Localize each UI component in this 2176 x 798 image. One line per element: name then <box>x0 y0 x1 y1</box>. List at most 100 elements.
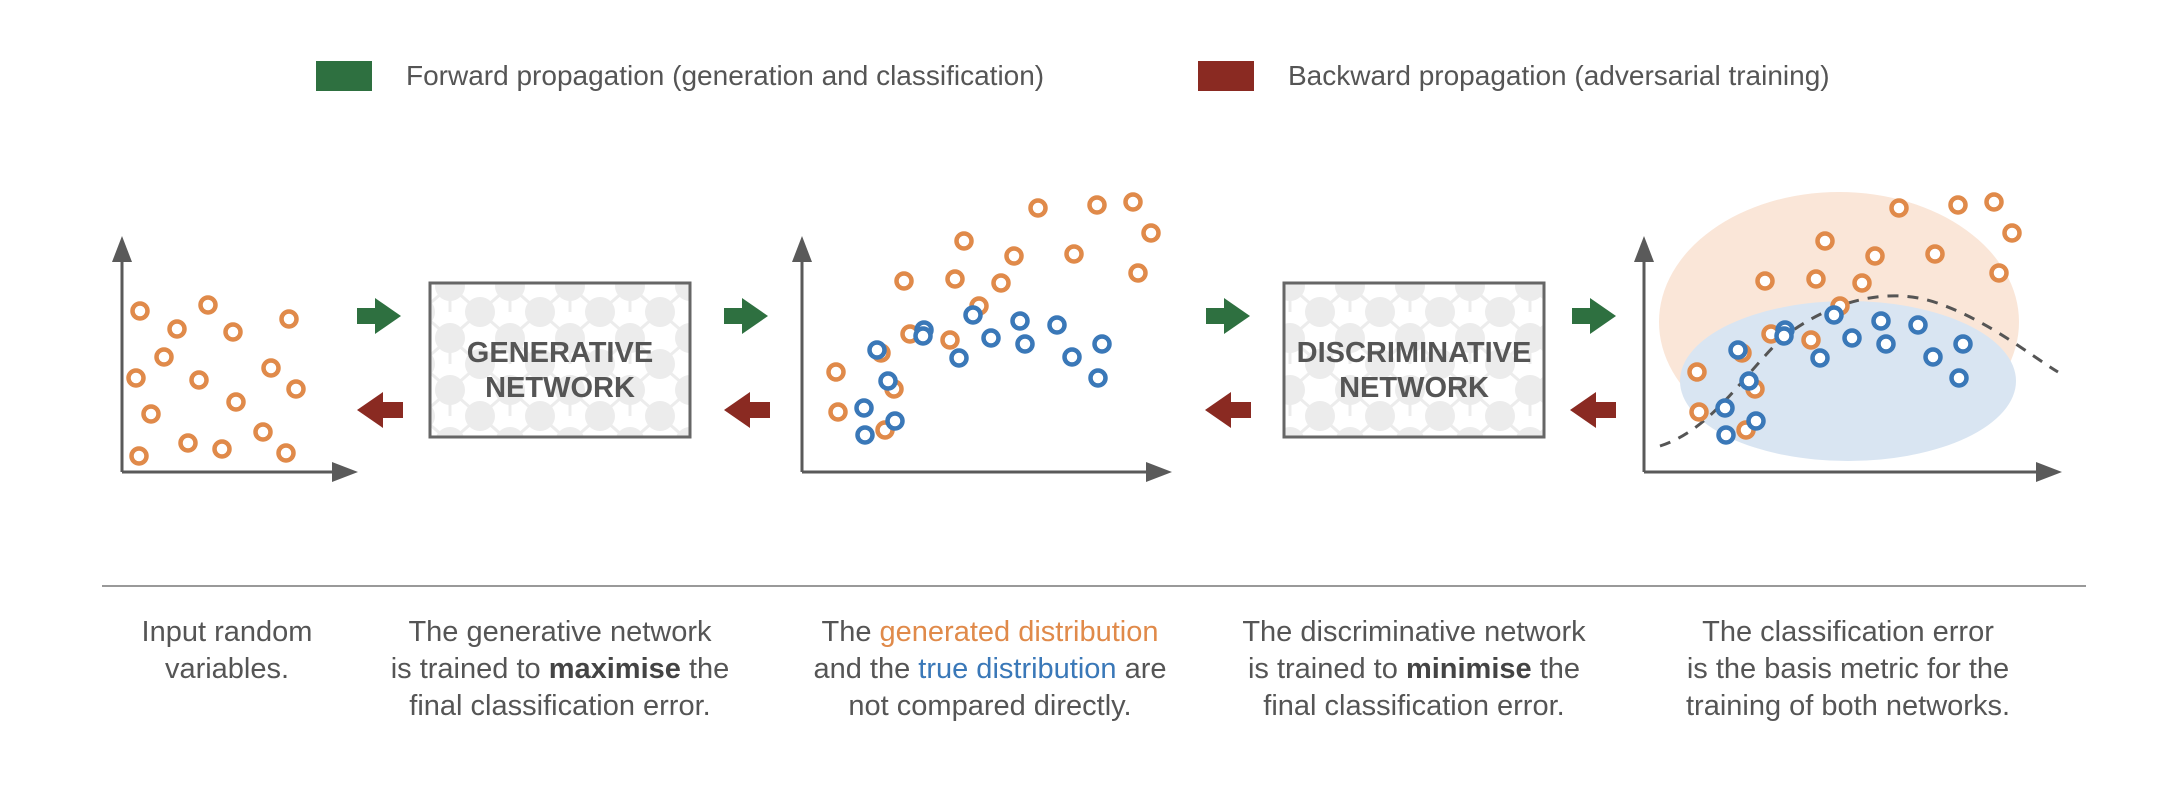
classified-generated-point-5 <box>1989 263 2009 283</box>
caption-maximise: maximise <box>548 653 681 685</box>
caption-generative-line3: final classification error. <box>409 690 711 722</box>
true-point-3 <box>867 340 887 360</box>
classified-true-point-4 <box>1908 315 1928 335</box>
caption-distributions-line1a: The <box>821 616 880 648</box>
random-point-4 <box>279 309 299 329</box>
axes-panel-1 <box>112 236 358 482</box>
true-point-8 <box>1062 347 1082 367</box>
classified-true-point-12 <box>1949 368 1969 388</box>
backward-arrow-1 <box>357 392 403 428</box>
classified-generated-point-9 <box>1806 269 1826 289</box>
generated-point-9 <box>945 269 965 289</box>
forward-arrow-1 <box>357 298 401 334</box>
caption-classification-line2: is the basis metric for the <box>1686 653 2010 685</box>
random-point-13 <box>212 439 232 459</box>
caption-generative-line2: is trained to maximise the <box>365 651 755 688</box>
classified-true-point-10 <box>1810 348 1830 368</box>
true-point-6 <box>1015 334 1035 354</box>
caption-discriminative: The discriminative network is trained to… <box>1214 614 1614 725</box>
caption-classification-error: The classification error is the basis me… <box>1648 614 2048 725</box>
discriminative-network-box: DISCRIMINATIVE NETWORK <box>1282 281 1546 439</box>
forward-arrow-3 <box>1206 298 1250 334</box>
caption-discriminative-line3: final classification error. <box>1263 690 1565 722</box>
random-point-5 <box>154 347 174 367</box>
random-point-12 <box>178 433 198 453</box>
forward-arrow-2 <box>724 298 768 334</box>
random-point-15 <box>276 443 296 463</box>
caption-true-distribution: true distribution <box>918 653 1117 685</box>
backward-arrow-3 <box>1205 392 1251 428</box>
classified-generated-point-10 <box>1755 271 1775 291</box>
true-point-9 <box>913 326 933 346</box>
classified-true-point-7 <box>1953 334 1973 354</box>
classified-true-point-8 <box>1923 347 1943 367</box>
generated-point-5 <box>1128 263 1148 283</box>
caption-distributions: The generated distribution and the true … <box>790 614 1190 725</box>
legend-backward: Backward propagation (adversarial traini… <box>1198 56 1830 96</box>
generated-point-6 <box>954 231 974 251</box>
random-point-3 <box>223 322 243 342</box>
true-point-14 <box>885 411 905 431</box>
random-point-16 <box>129 446 149 466</box>
true-point-1 <box>1010 311 1030 331</box>
generated-point-0 <box>1087 195 1107 215</box>
classified-generated-point-17 <box>1689 402 1709 422</box>
generative-network-box: GENERATIVE NETWORK <box>428 281 692 439</box>
generated-point-2 <box>1028 198 1048 218</box>
generated-point-4 <box>1064 244 1084 264</box>
generative-network-label-line2: NETWORK <box>485 372 635 404</box>
classified-true-point-0 <box>1824 305 1844 325</box>
classified-true-point-6 <box>1876 334 1896 354</box>
legend-backward-swatch <box>1198 61 1254 91</box>
generated-point-14 <box>826 362 846 382</box>
classified-true-point-15 <box>1716 425 1736 445</box>
random-point-0 <box>130 301 150 321</box>
classified-true-point-5 <box>1842 328 1862 348</box>
random-point-1 <box>167 319 187 339</box>
random-point-2 <box>198 295 218 315</box>
classified-true-point-14 <box>1746 411 1766 431</box>
classified-generated-point-8 <box>1852 273 1872 293</box>
caption-distributions-line2c: are <box>1116 653 1167 685</box>
random-points <box>126 295 306 466</box>
caption-generative-line2c: the <box>680 653 730 685</box>
true-point-4 <box>1047 315 1067 335</box>
true-points-panel-2 <box>854 305 1112 445</box>
classified-generated-point-1 <box>1984 192 2004 212</box>
caption-classification-line1: The classification error <box>1702 616 1994 648</box>
true-point-13 <box>854 398 874 418</box>
classified-generated-point-13 <box>1801 330 1821 350</box>
classified-generated-point-3 <box>2002 223 2022 243</box>
axes-panel-3 <box>1634 236 2062 482</box>
classified-generated-point-7 <box>1865 246 1885 266</box>
random-point-14 <box>253 422 273 442</box>
true-point-5 <box>981 328 1001 348</box>
caption-discriminative-line2c: the <box>1531 653 1581 685</box>
classified-generated-point-14 <box>1687 362 1707 382</box>
generated-point-8 <box>991 273 1011 293</box>
classified-true-point-9 <box>1774 326 1794 346</box>
caption-minimise: minimise <box>1405 653 1532 685</box>
random-point-8 <box>261 358 281 378</box>
true-point-12 <box>1088 368 1108 388</box>
caption-generative: The generative network is trained to max… <box>365 614 755 725</box>
classified-generated-point-2 <box>1889 198 1909 218</box>
true-point-7 <box>1092 334 1112 354</box>
true-point-10 <box>949 348 969 368</box>
classified-generated-point-0 <box>1948 195 1968 215</box>
generated-point-10 <box>894 271 914 291</box>
caption-input-line2: variables. <box>164 653 290 685</box>
random-point-11 <box>226 392 246 412</box>
caption-input-line1: Input random <box>141 616 313 648</box>
true-point-11 <box>878 371 898 391</box>
caption-discriminative-line1: The discriminative network <box>1242 616 1586 648</box>
classified-generated-point-6 <box>1815 231 1835 251</box>
caption-generative-line1: The generative network <box>408 616 712 648</box>
caption-distributions-line1: The generated distribution <box>790 614 1190 651</box>
classified-generated-point-4 <box>1925 244 1945 264</box>
true-point-15 <box>855 425 875 445</box>
caption-distributions-line3: not compared directly. <box>848 690 1132 722</box>
legend-forward-swatch <box>316 61 372 91</box>
generated-points-panel-3 <box>1687 192 2022 440</box>
random-point-6 <box>126 368 146 388</box>
